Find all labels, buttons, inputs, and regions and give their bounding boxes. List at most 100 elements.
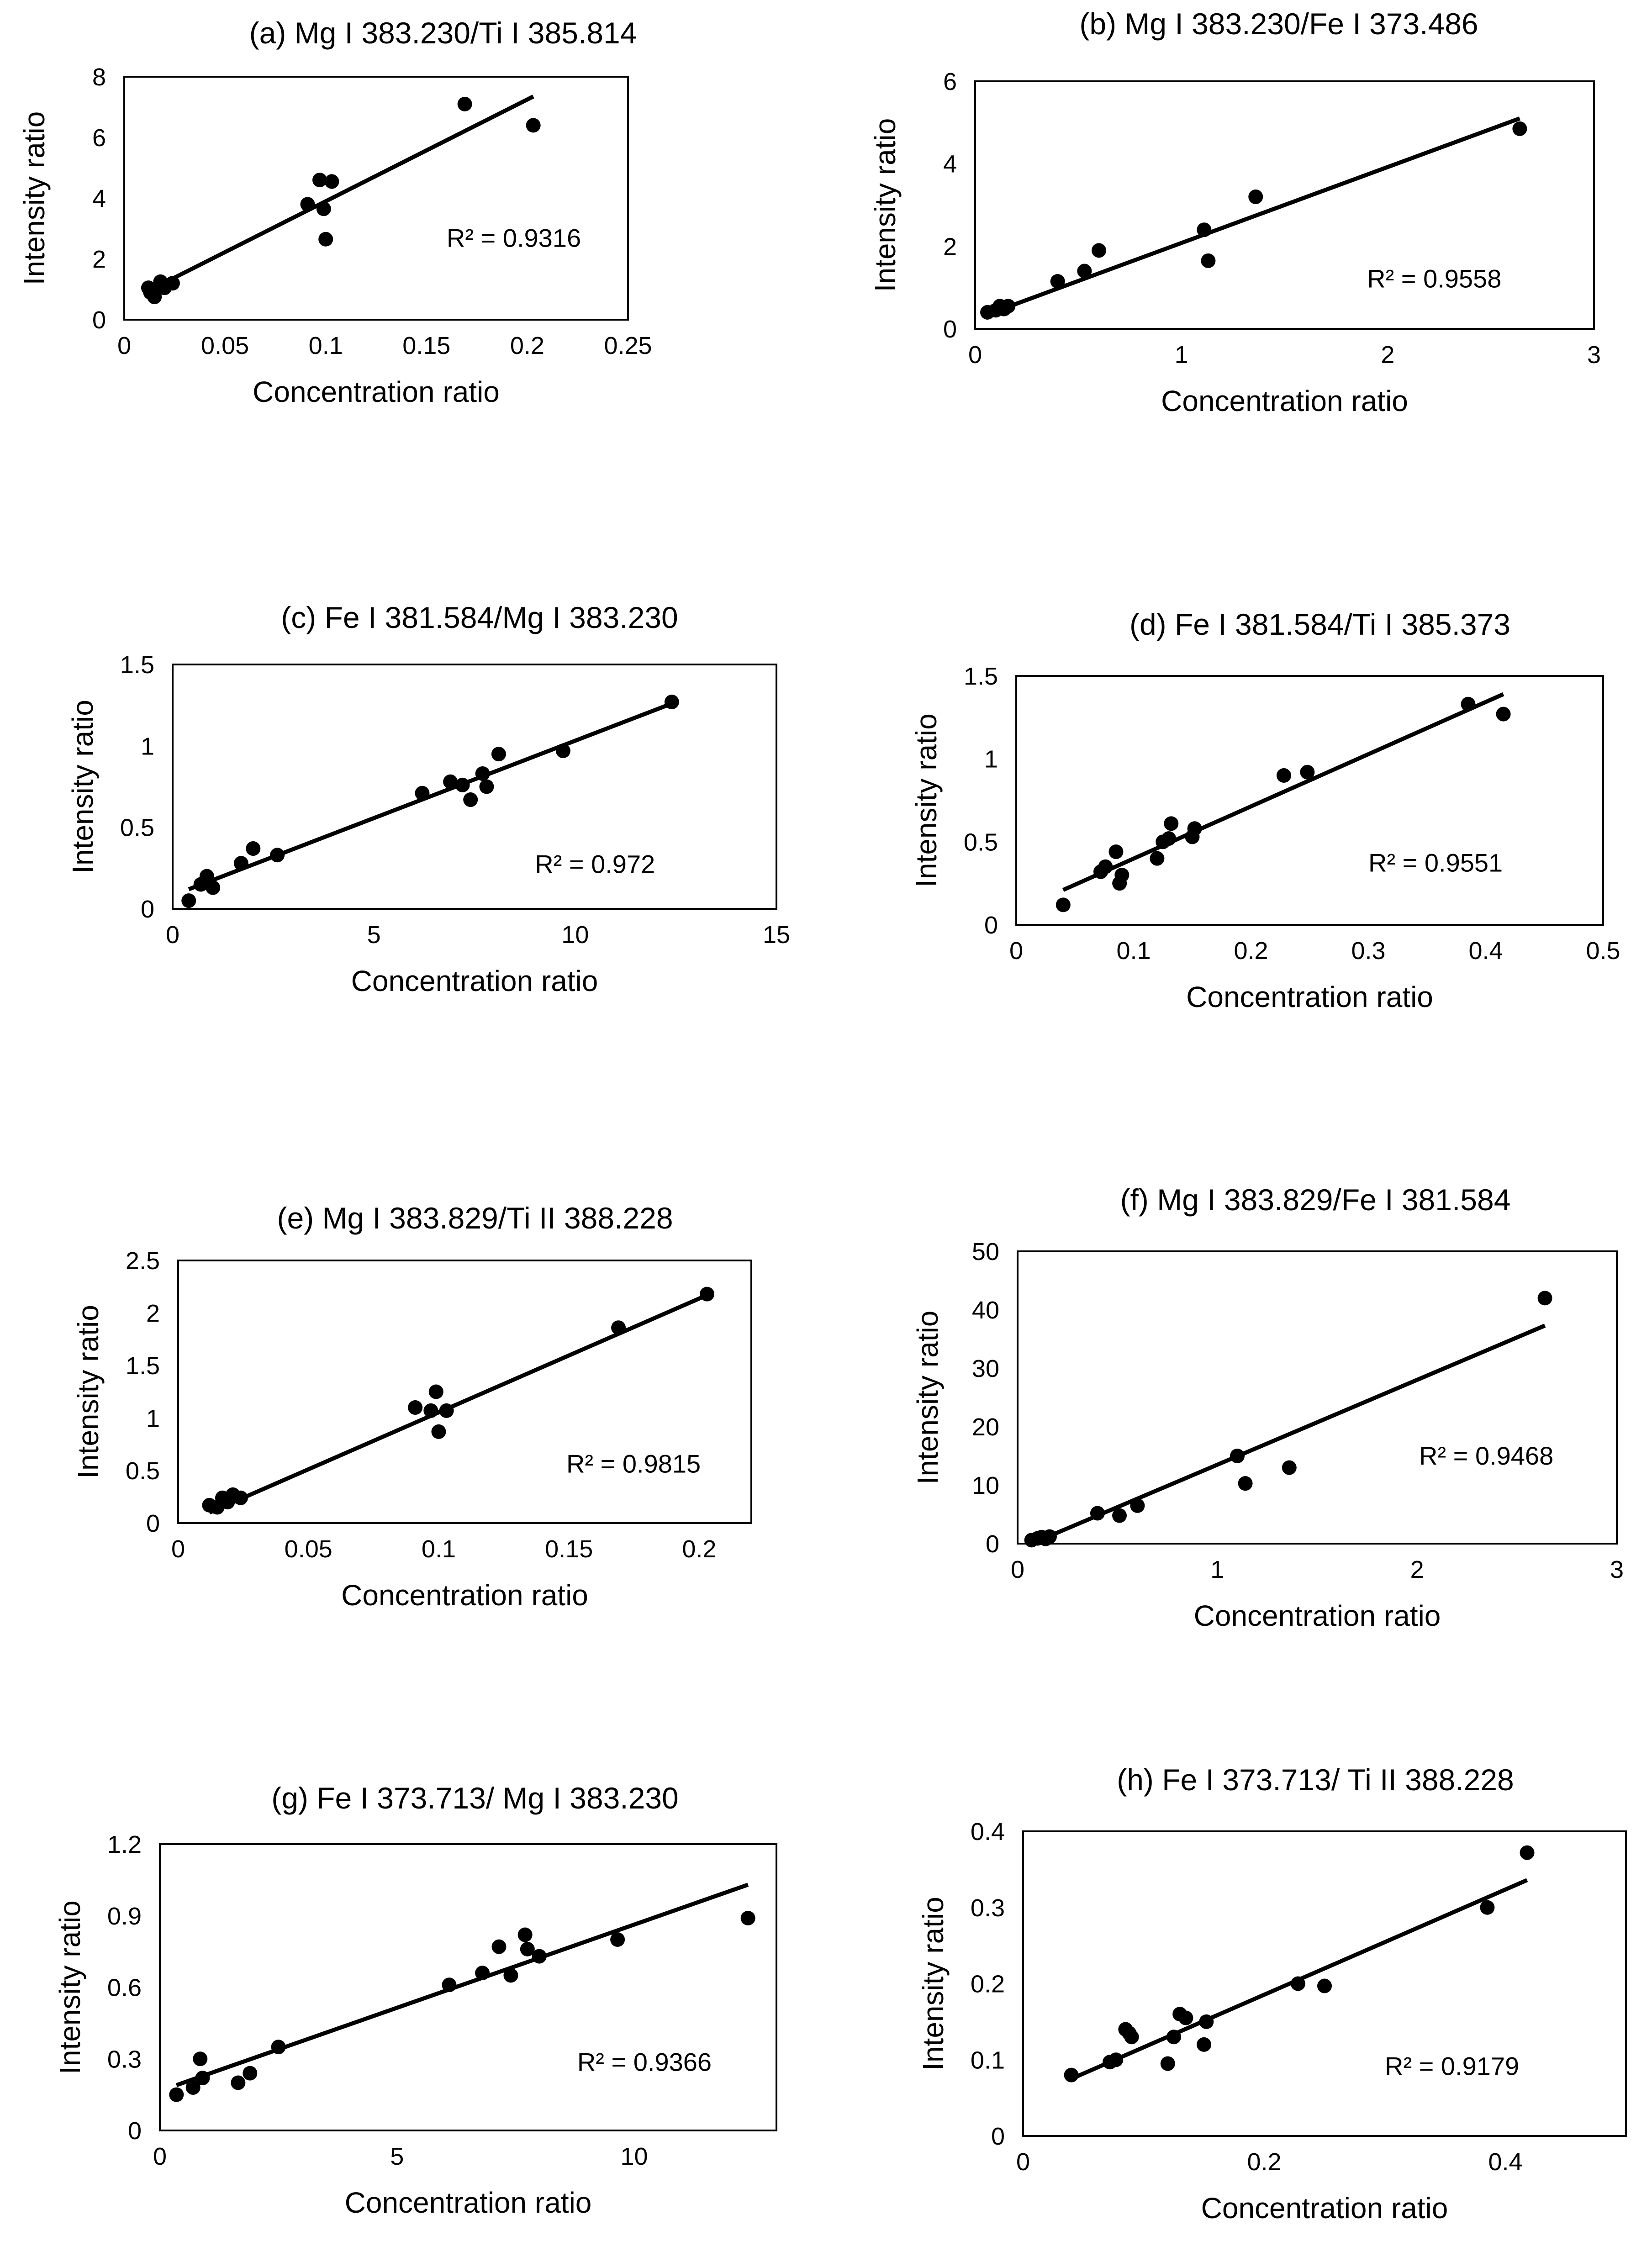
data-point <box>664 695 679 710</box>
y-tick-label: 0.5 <box>964 828 998 856</box>
data-point <box>1001 299 1016 314</box>
data-point <box>1187 821 1202 836</box>
data-point <box>1150 851 1165 866</box>
data-point <box>463 792 478 807</box>
data-point <box>185 2080 201 2095</box>
y-tick-label: 4 <box>92 185 106 212</box>
data-point <box>1199 2014 1214 2029</box>
x-tick-label: 0.2 <box>510 332 544 359</box>
r-squared-label: R² = 0.972 <box>535 850 655 879</box>
y-axis-label: Intensity ratio <box>53 1900 86 2074</box>
x-tick-label: 0.15 <box>402 332 450 359</box>
y-axis-label: Intensity ratio <box>910 713 943 887</box>
x-axis-label: Concentration ratio <box>1194 1599 1441 1632</box>
y-tick-label: 0.1 <box>971 2046 1005 2074</box>
y-tick-label: 0.4 <box>971 1818 1005 1845</box>
data-point <box>520 1941 535 1956</box>
r-squared-label: R² = 0.9815 <box>566 1450 701 1478</box>
data-point <box>1480 1900 1495 1915</box>
chart-title: (g) Fe I 373.713/ Mg I 383.230 <box>271 1781 679 1815</box>
data-point <box>475 766 490 781</box>
chart-title: (h) Fe I 373.713/ Ti II 388.228 <box>1117 1763 1514 1797</box>
y-tick-label: 0.9 <box>107 1903 142 1930</box>
x-tick-label: 3 <box>1610 1556 1624 1583</box>
data-point <box>1064 2067 1079 2083</box>
data-point <box>1230 1449 1245 1463</box>
y-tick-label: 0.5 <box>126 1457 160 1485</box>
chart-panel-b: (b) Mg I 383.230/Fe I 373.486 Intensity … <box>869 7 1601 417</box>
x-tick-label: 0.05 <box>285 1535 333 1563</box>
x-tick-label: 0.2 <box>1247 2148 1281 2176</box>
data-point <box>300 197 315 212</box>
data-point <box>1248 189 1263 204</box>
x-tick-label: 0 <box>117 332 131 359</box>
data-point <box>517 1927 533 1942</box>
y-axis-label: Intensity ratio <box>917 1897 950 2071</box>
x-axis-label: Concentration ratio <box>253 375 500 408</box>
trendline <box>987 116 1520 316</box>
data-point <box>428 1384 443 1399</box>
y-tick-label: 0 <box>128 2117 142 2145</box>
x-tick-label: 1 <box>1210 1556 1224 1583</box>
x-tick-label: 0.2 <box>682 1535 716 1563</box>
x-tick-label: 0.05 <box>201 332 249 359</box>
y-tick-label: 0 <box>943 316 957 343</box>
y-tick-label: 6 <box>943 68 957 95</box>
data-point <box>243 2066 258 2081</box>
data-point <box>431 1424 446 1439</box>
data-point <box>526 118 541 133</box>
data-point <box>1461 696 1476 712</box>
plot-area-frame <box>974 80 1595 330</box>
x-tick-label: 2 <box>1410 1556 1424 1583</box>
data-point <box>423 1403 438 1418</box>
data-point <box>246 841 261 856</box>
y-tick-label: 0.5 <box>120 814 154 842</box>
y-tick-label: 2.5 <box>126 1247 160 1275</box>
data-point <box>1512 121 1527 136</box>
data-point <box>1178 2010 1193 2025</box>
chart-panel-d: (d) Fe I 381.584/Ti I 385.373 Intensity … <box>910 607 1620 1013</box>
data-point <box>1056 897 1071 912</box>
x-tick-label: 0.25 <box>604 332 652 359</box>
data-point <box>475 1966 490 1981</box>
r-squared-label: R² = 0.9179 <box>1385 2052 1519 2081</box>
x-tick-label: 0.2 <box>1234 937 1268 965</box>
x-tick-label: 2 <box>1381 341 1394 369</box>
y-tick-label: 0.2 <box>971 1971 1005 1998</box>
data-point <box>443 774 458 789</box>
x-tick-label: 3 <box>1587 341 1601 369</box>
data-point <box>439 1403 454 1418</box>
y-tick-label: 40 <box>972 1297 999 1324</box>
plot-area-frame <box>1022 1830 1627 2137</box>
x-tick-label: 0 <box>166 921 179 949</box>
data-point <box>1130 1498 1145 1513</box>
y-tick-label: 8 <box>92 63 106 91</box>
data-point <box>1537 1291 1552 1306</box>
y-axis-label: Intensity ratio <box>869 118 902 292</box>
x-tick-label: 0.15 <box>545 1535 593 1563</box>
data-point <box>1520 1845 1535 1860</box>
plot-area-frame <box>159 1843 777 2131</box>
data-point <box>233 856 248 871</box>
data-point <box>1108 844 1124 859</box>
y-tick-label: 1 <box>984 746 998 773</box>
y-tick-label: 0 <box>146 1510 160 1537</box>
data-point <box>316 201 331 216</box>
data-point <box>206 880 221 895</box>
data-point <box>1300 765 1315 780</box>
data-point <box>1197 222 1212 237</box>
data-point <box>270 848 285 863</box>
data-point <box>1092 243 1106 258</box>
x-tick-label: 5 <box>367 921 381 949</box>
x-tick-label: 1 <box>1175 341 1188 369</box>
chart-title: (e) Mg I 383.829/Ti II 388.228 <box>277 1201 673 1235</box>
chart-panel-c: (c) Fe I 381.584/Mg I 383.230 Intensity … <box>66 601 790 997</box>
data-point <box>1290 1976 1305 1991</box>
r-squared-label: R² = 0.9366 <box>577 2047 712 2076</box>
chart-title: (a) Mg I 383.230/Ti I 385.814 <box>249 16 637 50</box>
data-point <box>195 2071 210 2086</box>
x-tick-label: 0 <box>153 2143 167 2170</box>
data-point <box>700 1287 715 1302</box>
data-point <box>1090 1506 1105 1521</box>
data-point <box>740 1910 755 1925</box>
